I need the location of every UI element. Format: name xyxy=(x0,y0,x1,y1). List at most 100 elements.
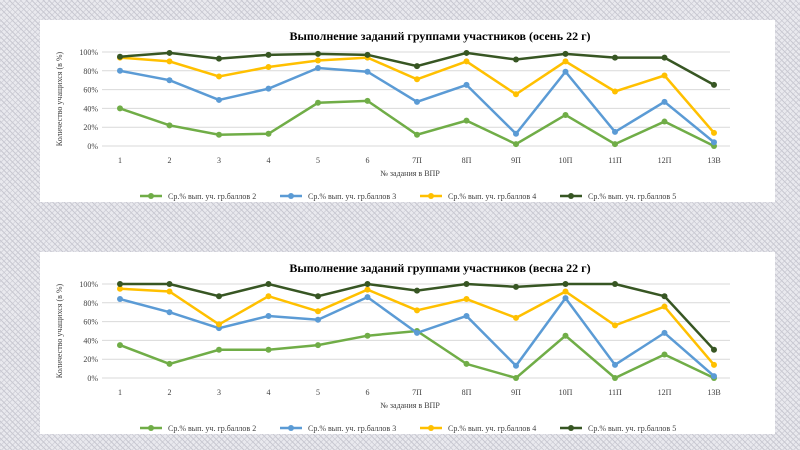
data-point xyxy=(513,314,519,321)
data-point xyxy=(364,68,371,75)
data-point xyxy=(711,373,717,380)
data-point xyxy=(315,293,321,300)
data-point xyxy=(265,64,272,71)
data-point xyxy=(364,281,371,287)
data-point xyxy=(414,76,420,83)
data-point xyxy=(562,111,569,118)
data-point xyxy=(463,58,470,65)
data-point xyxy=(216,131,222,138)
x-tick-label: 5 xyxy=(316,388,320,397)
data-point xyxy=(265,312,272,319)
x-tick-label: 7П xyxy=(412,156,422,165)
data-point xyxy=(562,332,569,339)
data-point xyxy=(661,118,668,125)
legend-label: Ср.% вып. уч. гр.баллов 4 xyxy=(448,424,536,433)
data-point xyxy=(414,329,420,336)
data-point xyxy=(315,64,321,71)
data-point xyxy=(117,105,123,112)
data-point xyxy=(414,287,420,294)
data-point xyxy=(562,281,569,287)
data-point xyxy=(711,139,717,146)
data-point xyxy=(166,360,173,367)
legend-marker xyxy=(288,193,294,199)
y-tick-label: 80% xyxy=(83,67,98,76)
data-point xyxy=(216,96,222,103)
data-point xyxy=(661,54,668,61)
data-point xyxy=(612,375,618,381)
x-tick-label: 5 xyxy=(316,156,320,165)
x-tick-label: 4 xyxy=(267,388,271,397)
chart-svg: Выполнение заданий группами участников (… xyxy=(55,29,730,201)
data-point xyxy=(117,67,123,74)
data-point xyxy=(265,293,272,300)
x-tick-label: 8П xyxy=(462,388,472,397)
legend-marker xyxy=(148,425,154,431)
data-point xyxy=(463,49,470,56)
data-point xyxy=(661,72,668,79)
data-point xyxy=(166,288,173,295)
x-tick-label: 12П xyxy=(658,156,672,165)
x-tick-label: 11П xyxy=(608,156,622,165)
data-point xyxy=(166,309,173,316)
series-line xyxy=(119,329,715,380)
data-point xyxy=(117,285,123,292)
data-point xyxy=(315,308,321,315)
x-tick-label: 2 xyxy=(168,156,172,165)
x-tick-label: 9П xyxy=(511,388,521,397)
data-point xyxy=(414,63,420,70)
data-point xyxy=(364,51,371,58)
data-point xyxy=(463,117,470,124)
legend-label: Ср.% вып. уч. гр.баллов 2 xyxy=(168,424,256,433)
y-tick-label: 20% xyxy=(83,123,98,132)
x-tick-label: 12П xyxy=(658,388,672,397)
data-point xyxy=(513,56,519,63)
x-tick-label: 3 xyxy=(217,156,221,165)
data-point xyxy=(562,58,569,65)
data-point xyxy=(414,131,420,138)
data-point xyxy=(661,98,668,105)
data-point xyxy=(117,281,123,287)
data-point xyxy=(463,296,470,303)
x-tick-label: 6 xyxy=(366,156,370,165)
data-point xyxy=(711,361,717,368)
y-axis-label: Количество учащихся (в %) xyxy=(55,283,64,378)
data-point xyxy=(364,332,371,339)
data-point xyxy=(612,128,618,135)
data-point xyxy=(513,375,519,381)
data-point xyxy=(612,322,618,329)
x-tick-label: 3 xyxy=(217,388,221,397)
data-point xyxy=(612,88,618,95)
legend-marker xyxy=(288,425,294,431)
data-point xyxy=(265,85,272,92)
data-point xyxy=(364,294,371,301)
chart-svg: Выполнение заданий группами участников (… xyxy=(55,261,730,433)
x-tick-label: 4 xyxy=(267,156,271,165)
data-point xyxy=(661,329,668,336)
data-point xyxy=(513,91,519,98)
chart-title: Выполнение заданий группами участников (… xyxy=(289,29,590,43)
legend-label: Ср.% вып. уч. гр.баллов 4 xyxy=(448,192,536,201)
x-tick-label: 13В xyxy=(707,388,720,397)
data-point xyxy=(463,281,470,287)
data-point xyxy=(661,293,668,300)
legend-marker xyxy=(568,425,574,431)
data-point xyxy=(166,58,173,65)
data-point xyxy=(661,303,668,310)
data-point xyxy=(216,346,222,353)
data-point xyxy=(513,130,519,137)
data-point xyxy=(414,307,420,314)
series-line xyxy=(119,99,715,148)
data-point xyxy=(463,312,470,319)
legend-marker xyxy=(568,193,574,199)
y-tick-label: 20% xyxy=(83,355,98,364)
chart-spring: Выполнение заданий группами участников (… xyxy=(40,252,775,434)
y-tick-label: 100% xyxy=(79,280,98,289)
data-point xyxy=(166,49,173,56)
data-point xyxy=(166,281,173,287)
data-point xyxy=(216,55,222,62)
data-point xyxy=(315,50,321,57)
data-point xyxy=(117,342,123,349)
data-point xyxy=(315,99,321,106)
legend-label: Ср.% вып. уч. гр.баллов 5 xyxy=(588,192,676,201)
data-point xyxy=(612,281,618,287)
